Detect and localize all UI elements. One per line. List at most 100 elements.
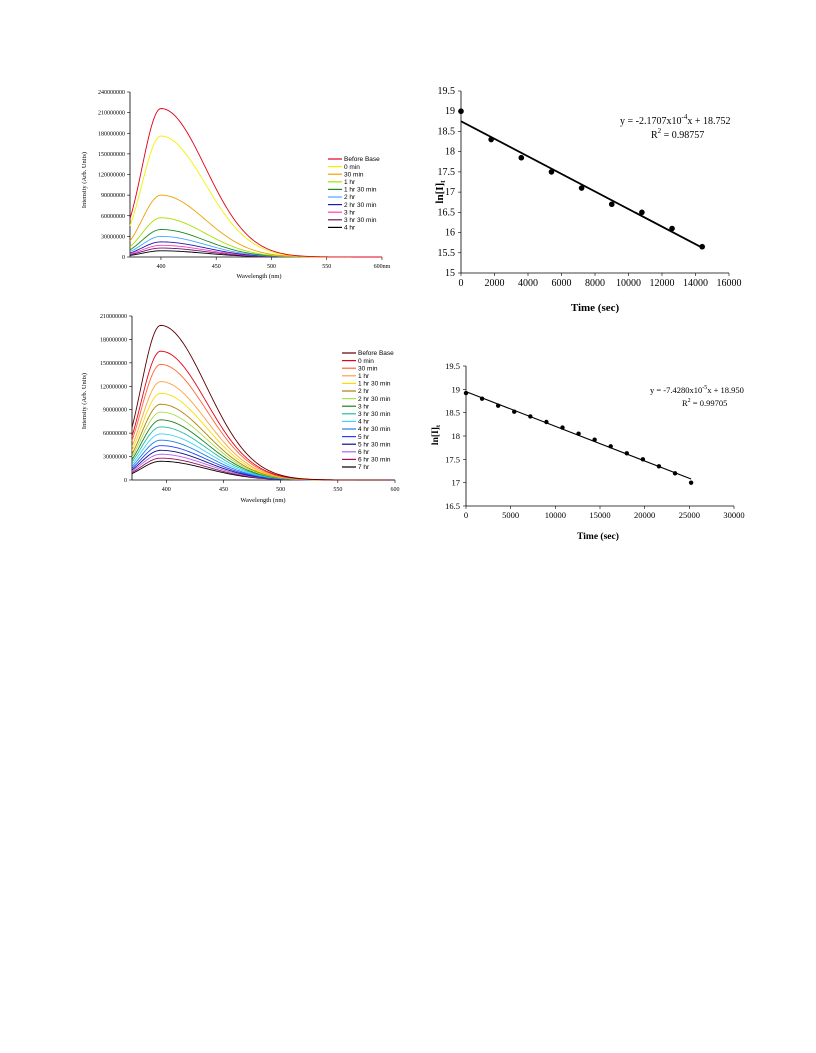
r-squared: R2 = 0.98757 xyxy=(651,127,704,141)
y-tick-label: 19.5 xyxy=(445,361,460,371)
legend-label: 3 hr 30 min xyxy=(344,217,377,224)
legend-label: 30 min xyxy=(344,171,364,178)
r-squared: R2 = 0.99705 xyxy=(682,398,727,408)
x-tick-label: 12000 xyxy=(650,278,675,289)
y-tick-label: 150000000 xyxy=(98,152,125,158)
data-point xyxy=(495,403,501,408)
x-tick-label: 400 xyxy=(156,264,165,270)
data-point xyxy=(592,437,597,442)
y-tick-label: 60000000 xyxy=(101,214,125,220)
legend-label: 1 hr xyxy=(358,373,370,380)
kinetics-chart-1: 15 15.5 16 16.5 17 17.5 18 18.5 19 19.5 0 2000 4000 6… xyxy=(410,80,770,320)
data-point xyxy=(488,136,494,143)
y-tick-label: 19 xyxy=(452,384,461,394)
fit-line xyxy=(460,120,703,249)
data-point xyxy=(479,396,485,401)
kinetics-chart-2: 16.5 17 17.5 18 18.5 19 19.5 0 5000 10000 15000 200… xyxy=(410,355,770,550)
y-tick-label: 18 xyxy=(445,147,455,158)
y-tick-label: 120000000 xyxy=(98,173,125,179)
series-line xyxy=(131,350,395,481)
y-tick-label: 18.5 xyxy=(438,126,456,137)
x-tick-label: 450 xyxy=(219,487,228,493)
legend-label: Before Base xyxy=(358,350,394,357)
data-point xyxy=(528,414,533,419)
series-line xyxy=(131,403,395,481)
data-point xyxy=(512,409,517,414)
legend-label: 3 hr xyxy=(344,209,356,216)
data-point xyxy=(688,480,694,485)
y-tick-label: 240000000 xyxy=(98,90,125,96)
y-tick-label: 16.5 xyxy=(445,501,460,511)
y-tick-label: 120000000 xyxy=(100,384,127,390)
x-axis-label: Wavelength (nm) xyxy=(240,497,285,504)
spectra-chart-1: 0 30000000 60000000 90000000 120000000 150000… xyxy=(70,80,400,290)
legend-label: 3 hr 30 min xyxy=(358,411,391,418)
y-tick-label: 17 xyxy=(445,187,455,198)
x-tick-label: 450 xyxy=(212,264,221,270)
y-tick-label: 30000000 xyxy=(103,455,127,461)
y-tick-label: 210000000 xyxy=(100,314,127,320)
y-tick-label: 180000000 xyxy=(100,337,127,343)
spectra-chart-2-svg: 0 30000000 60000000 90000000 120000000 150000… xyxy=(81,314,400,504)
x-tick-label: 10000 xyxy=(616,278,641,289)
x-axis-label: Time (sec) xyxy=(577,531,619,542)
x-tick-label: 2000 xyxy=(485,278,505,289)
y-tick-label: 18 xyxy=(452,431,461,441)
legend-label: Before Base xyxy=(344,156,380,163)
x-tick-label: 20000 xyxy=(634,510,655,520)
data-point xyxy=(576,431,581,436)
fit-equation: y = -2.1707x10-4x + 18.752 xyxy=(620,113,730,127)
legend-label: 1 hr 30 min xyxy=(344,187,377,194)
fit-equation: y = -7.4280x10-5x + 18.950 xyxy=(650,385,744,395)
data-point xyxy=(608,444,613,449)
y-tick-label: 19 xyxy=(445,106,455,117)
y-tick-label: 17.5 xyxy=(438,167,456,178)
series-line xyxy=(131,363,395,481)
x-tick-label: 500 xyxy=(276,487,285,493)
legend-label: 4 hr 30 min xyxy=(358,426,391,433)
legend-label: 1 hr 30 min xyxy=(358,381,391,388)
x-tick-label: 0 xyxy=(459,278,464,289)
y-axis-label: ln[I]t xyxy=(434,180,447,204)
legend-label: 5 hr 30 min xyxy=(358,441,391,448)
x-tick-label: 600nm xyxy=(374,264,391,270)
y-tick-label: 180000000 xyxy=(98,131,125,137)
legend-label: 1 hr xyxy=(344,179,356,186)
data-point xyxy=(518,154,525,161)
legend-label: 30 min xyxy=(358,365,378,372)
legend-label: 7 hr xyxy=(358,464,370,471)
x-tick-label: 30000 xyxy=(723,510,744,520)
series-line xyxy=(131,381,395,481)
legend-label: 5 hr xyxy=(358,434,370,441)
legend-label: 6 hr 30 min xyxy=(358,457,391,464)
y-tick-label: 150000000 xyxy=(100,361,127,367)
data-point xyxy=(624,451,629,456)
data-point xyxy=(639,209,645,216)
x-tick-label: 25000 xyxy=(679,510,700,520)
x-tick-label: 6000 xyxy=(552,278,572,289)
legend-label: 3 hr xyxy=(358,403,370,410)
legend-label: 4 hr xyxy=(344,225,356,232)
data-point xyxy=(458,108,464,115)
y-tick-label: 30000000 xyxy=(101,234,125,240)
x-tick-label: 5000 xyxy=(502,510,519,520)
x-tick-label: 15000 xyxy=(589,510,610,520)
legend-label: 2 hr 30 min xyxy=(344,202,377,209)
x-tick-label: 500 xyxy=(267,264,276,270)
data-point xyxy=(544,419,549,425)
y-tick-label: 15 xyxy=(445,268,455,279)
data-point xyxy=(640,457,646,462)
data-point xyxy=(656,464,662,469)
x-tick-label: 550 xyxy=(333,487,342,493)
x-tick-label: 4000 xyxy=(518,278,538,289)
series-line xyxy=(129,108,382,258)
y-tick-label: 16.5 xyxy=(438,207,456,218)
x-tick-label: 600 xyxy=(391,487,400,493)
y-tick-label: 210000000 xyxy=(98,111,125,117)
x-tick-label: 550 xyxy=(322,264,331,270)
spectra-chart-1-svg: 0 30000000 60000000 90000000 120000000 150000… xyxy=(81,90,391,280)
y-tick-label: 90000000 xyxy=(103,408,127,414)
kinetics-chart-1-svg: 15 15.5 16 16.5 17 17.5 18 18.5 19 19.5 0 2000 4000 6… xyxy=(434,86,742,314)
legend-label: 2 hr xyxy=(358,388,370,395)
legend-label: 4 hr xyxy=(358,419,370,426)
